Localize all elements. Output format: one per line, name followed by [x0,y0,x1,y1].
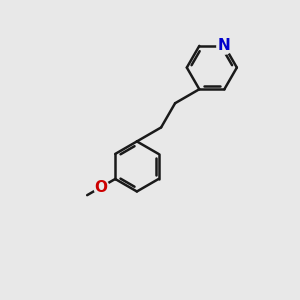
Text: O: O [95,180,108,195]
Text: N: N [218,38,231,53]
